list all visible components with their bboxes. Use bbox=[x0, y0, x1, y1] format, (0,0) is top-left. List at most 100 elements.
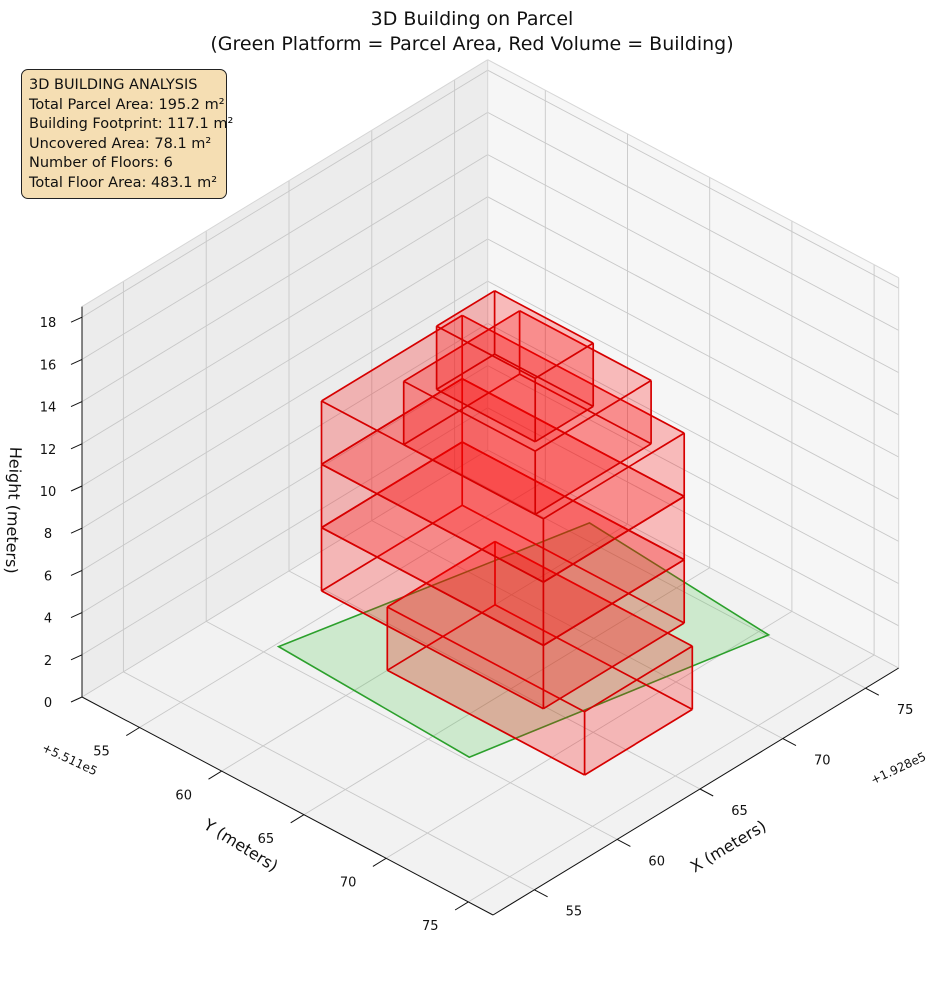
building-edge bbox=[542, 622, 685, 710]
building-face bbox=[436, 290, 495, 390]
x-tick-label: 75 bbox=[897, 703, 914, 718]
z-tick-label: 12 bbox=[40, 443, 57, 458]
building-face bbox=[321, 527, 544, 709]
grid-z-left bbox=[81, 196, 488, 445]
y-tick-label: 75 bbox=[422, 919, 439, 934]
building-face bbox=[321, 315, 463, 465]
floor-pane bbox=[82, 450, 899, 915]
z-tick-mark bbox=[70, 443, 83, 450]
building-floor-2 bbox=[320, 441, 686, 710]
grid-z-left bbox=[81, 112, 488, 360]
z-tick-label: 8 bbox=[44, 527, 52, 542]
building-face bbox=[495, 541, 693, 710]
x-tick-mark bbox=[616, 838, 631, 847]
grid-z-right bbox=[487, 365, 899, 584]
building-face bbox=[321, 442, 685, 646]
building-floor-5 bbox=[402, 310, 652, 516]
grid-z-right bbox=[487, 280, 899, 500]
building-face bbox=[403, 310, 520, 445]
building-face bbox=[321, 315, 685, 519]
z-tick-mark bbox=[70, 358, 83, 365]
info-building-footprint: Building Footprint: 117.1 m² bbox=[29, 116, 234, 132]
grid-z-left bbox=[81, 407, 488, 656]
building-floor-4 bbox=[320, 314, 686, 583]
grid-z-right bbox=[487, 154, 899, 373]
building-face bbox=[321, 442, 685, 646]
info-number-of-floors: Number of Floors: 6 bbox=[29, 155, 173, 171]
building-edge bbox=[494, 604, 693, 711]
axis-lines bbox=[70, 59, 900, 916]
x-tick-mark bbox=[534, 889, 548, 898]
grid-z-left bbox=[81, 323, 488, 571]
building-edge bbox=[542, 432, 685, 520]
building-face bbox=[321, 464, 544, 646]
grid-x-floor bbox=[139, 480, 546, 728]
building-edge bbox=[436, 388, 536, 443]
building-floor-6 bbox=[435, 290, 595, 443]
parcel-platform bbox=[276, 522, 771, 759]
building-edge bbox=[461, 314, 685, 434]
x-tick-label: 55 bbox=[566, 905, 583, 920]
grid-z-left bbox=[81, 280, 488, 529]
building-edge bbox=[494, 353, 594, 408]
grid-z-right bbox=[487, 407, 899, 627]
analysis-info-box: 3D BUILDING ANALYSIS Total Parcel Area: … bbox=[21, 69, 234, 199]
y-axis-offset: +5.511e5 bbox=[40, 740, 100, 778]
grid-y-floor bbox=[371, 520, 784, 739]
z-axis-label: Height (meters) bbox=[2, 446, 25, 574]
z-tick-label: 16 bbox=[40, 358, 57, 373]
z-tick-mark bbox=[70, 316, 83, 323]
z-tick-label: 18 bbox=[40, 316, 57, 331]
x-tick-label: 65 bbox=[731, 804, 748, 819]
x-tick-label: 70 bbox=[814, 754, 831, 769]
building-edge bbox=[494, 290, 594, 344]
building-edge bbox=[403, 373, 521, 446]
building-face bbox=[535, 343, 594, 442]
building-edge bbox=[519, 373, 652, 445]
chart-title: 3D Building on Parcel bbox=[371, 8, 574, 30]
y-tick-label: 60 bbox=[175, 788, 192, 803]
info-total-floor-area: Total Floor Area: 483.1 m² bbox=[29, 174, 218, 191]
building-face bbox=[462, 442, 685, 623]
parcel-polygon bbox=[276, 522, 771, 759]
building-face bbox=[321, 442, 463, 591]
z-tick-mark bbox=[70, 485, 83, 492]
building-face bbox=[543, 433, 685, 583]
building-edge bbox=[386, 606, 585, 713]
building-face bbox=[462, 378, 685, 560]
building-edge bbox=[436, 290, 496, 327]
building-face bbox=[436, 326, 536, 442]
grid-y-floor bbox=[454, 469, 866, 689]
grid-y-floor bbox=[123, 671, 535, 891]
y-tick-label: 70 bbox=[340, 876, 357, 891]
building-edge bbox=[321, 314, 463, 402]
building-face bbox=[403, 310, 652, 452]
building-edge bbox=[542, 558, 685, 647]
y-tick-mark bbox=[372, 857, 387, 867]
grid-lines bbox=[81, 69, 899, 903]
z-tick-mark bbox=[70, 401, 83, 408]
x-tick-mark bbox=[782, 738, 797, 747]
building-volume bbox=[320, 290, 694, 776]
grid-y-floor bbox=[205, 621, 618, 840]
axis-panes bbox=[82, 59, 899, 915]
info-uncovered-area: Uncovered Area: 78.1 m² bbox=[29, 135, 212, 152]
chart-subtitle: (Green Platform = Parcel Area, Red Volum… bbox=[210, 33, 733, 55]
building-face bbox=[387, 541, 495, 671]
z-tick-label: 4 bbox=[44, 612, 52, 627]
grid-z-right bbox=[487, 69, 899, 289]
y-tick-label: 55 bbox=[93, 745, 110, 760]
building-face bbox=[543, 559, 685, 709]
z-tick-label: 2 bbox=[44, 654, 52, 669]
grid-z-left bbox=[81, 238, 488, 487]
building-edge bbox=[321, 441, 463, 529]
x-tick-mark bbox=[699, 788, 714, 797]
info-total-parcel-area: Total Parcel Area: 195.2 m² bbox=[29, 96, 225, 113]
building-floor-1 bbox=[386, 540, 694, 776]
building-edge bbox=[386, 540, 496, 608]
building-face bbox=[436, 290, 594, 379]
pane-edge bbox=[81, 59, 488, 308]
building-face bbox=[403, 381, 536, 515]
grid-x-floor bbox=[468, 654, 875, 903]
y-tick-mark bbox=[126, 727, 140, 737]
